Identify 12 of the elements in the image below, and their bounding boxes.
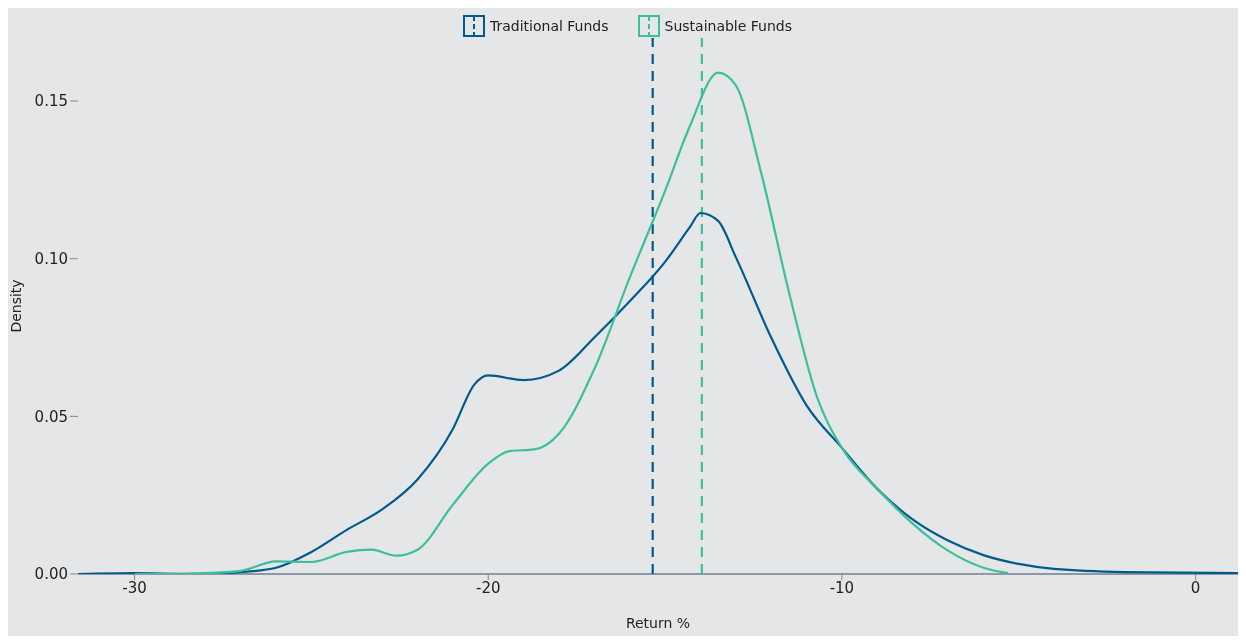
x-tick-label: -20: [475, 578, 501, 597]
y-axis-title: Density: [7, 279, 24, 333]
x-tick-label: 0: [1190, 578, 1201, 597]
legend-label: Sustainable Funds: [664, 18, 793, 34]
y-tick-label: 0.15: [34, 92, 68, 111]
y-tick-label: 0.10: [34, 250, 68, 269]
legend-label: Traditional Funds: [489, 18, 609, 34]
y-tick-label: 0.00: [34, 565, 68, 584]
x-tick-label: -30: [122, 578, 147, 597]
y-tick-label: 0.05: [34, 407, 68, 426]
x-axis-title: Return %: [625, 615, 691, 631]
x-tick-label: -10: [829, 578, 855, 597]
